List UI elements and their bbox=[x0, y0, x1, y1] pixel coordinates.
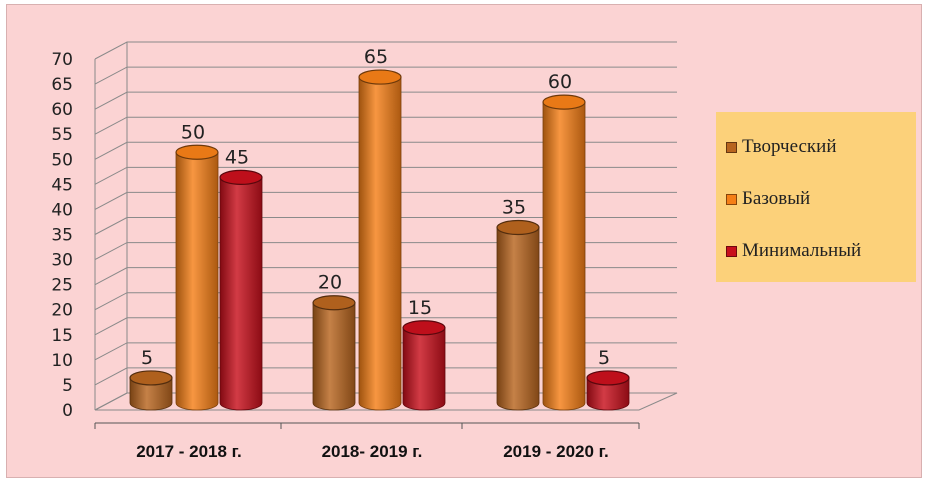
gridlines bbox=[94, 41, 678, 429]
y-tick-label: 25 bbox=[51, 276, 73, 296]
bar-top bbox=[586, 370, 630, 386]
legend-swatch-tvorcheskiy bbox=[726, 141, 737, 153]
x-category-label: 2018- 2019 г. bbox=[322, 442, 423, 461]
y-tick-label: 5 bbox=[62, 376, 73, 396]
x-axis-categories: 2017 - 2018 г. 2018- 2019 г. 2019 - 2020 г… bbox=[136, 442, 609, 461]
bar-top bbox=[129, 370, 173, 386]
chart-floor bbox=[94, 392, 678, 411]
bar-body bbox=[358, 76, 402, 411]
y-tick-label: 10 bbox=[51, 351, 73, 371]
bar bbox=[358, 69, 402, 411]
bar-body bbox=[586, 377, 630, 411]
data-label: 5 bbox=[598, 347, 610, 369]
bars bbox=[129, 69, 630, 411]
y-tick-label: 15 bbox=[51, 326, 73, 346]
y-tick-label: 45 bbox=[51, 175, 73, 195]
bar bbox=[129, 370, 173, 411]
legend-item-tvorcheskiy: Творческий bbox=[726, 136, 837, 158]
legend: Творческий Базовый Минимальный bbox=[716, 112, 916, 282]
bar bbox=[219, 169, 263, 411]
legend-item-minimalnyy: Минимальный bbox=[726, 240, 861, 262]
y-tick-label: 55 bbox=[51, 125, 73, 145]
y-tick-label: 0 bbox=[62, 401, 73, 421]
data-label: 35 bbox=[502, 197, 526, 219]
data-label: 20 bbox=[318, 272, 342, 294]
legend-label-tvorcheskiy: Творческий bbox=[742, 136, 837, 157]
bar-body bbox=[129, 377, 173, 411]
bar bbox=[586, 370, 630, 411]
y-tick-label: 30 bbox=[51, 251, 73, 271]
y-tick-label: 60 bbox=[51, 100, 73, 120]
data-label: 5 bbox=[141, 347, 153, 369]
bar-top bbox=[219, 169, 263, 185]
bar bbox=[312, 295, 356, 411]
data-label: 50 bbox=[181, 121, 205, 143]
bar-body bbox=[542, 101, 586, 411]
bar-body bbox=[402, 327, 446, 411]
y-tick-label: 50 bbox=[51, 150, 73, 170]
bar bbox=[542, 94, 586, 411]
bar bbox=[496, 219, 540, 411]
data-label: 60 bbox=[548, 71, 572, 93]
data-labels: 5 50 45 20 65 15 35 60 5 bbox=[141, 46, 610, 369]
bar-top bbox=[175, 144, 219, 160]
y-tick-label: 65 bbox=[51, 75, 73, 95]
y-tick-label: 70 bbox=[51, 50, 73, 70]
legend-label-bazovyy: Базовый bbox=[742, 188, 811, 209]
data-label: 45 bbox=[225, 146, 249, 168]
legend-item-bazovyy: Базовый bbox=[726, 188, 810, 210]
bar-top bbox=[402, 320, 446, 336]
x-category-label: 2019 - 2020 г. bbox=[503, 442, 609, 461]
bar-body bbox=[312, 302, 356, 411]
bar-body bbox=[175, 151, 219, 411]
bar-top bbox=[496, 219, 540, 236]
y-axis-ticks: 0 5 10 15 20 25 30 35 40 45 50 55 60 65 70 bbox=[51, 50, 73, 421]
legend-swatch-minimalnyy bbox=[726, 245, 737, 257]
y-tick-label: 35 bbox=[51, 226, 73, 246]
bar-top bbox=[312, 295, 356, 311]
bar-top bbox=[358, 69, 402, 85]
bar bbox=[175, 144, 219, 411]
y-tick-label: 20 bbox=[51, 301, 73, 321]
x-category-label: 2017 - 2018 г. bbox=[136, 442, 242, 461]
legend-label-minimalnyy: Минимальный bbox=[742, 240, 862, 261]
legend-swatch-bazovyy bbox=[726, 193, 737, 205]
bar bbox=[402, 320, 446, 411]
bar-body bbox=[219, 176, 263, 411]
data-label: 15 bbox=[408, 297, 432, 319]
data-label: 65 bbox=[364, 46, 388, 68]
bar-top bbox=[542, 94, 586, 110]
bar-body bbox=[496, 227, 540, 411]
y-tick-label: 40 bbox=[51, 200, 73, 220]
